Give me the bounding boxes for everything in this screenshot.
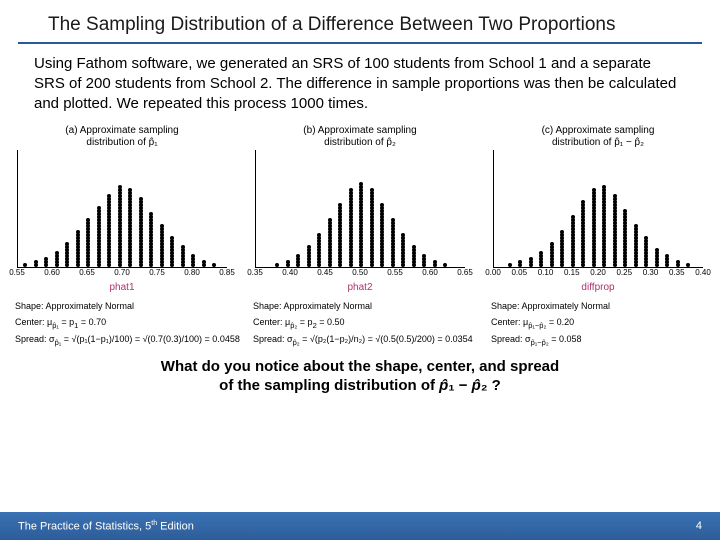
chart-b-axis: 0.350.400.450.500.550.600.65 (255, 268, 465, 282)
chart-a-stats: Shape: Approximately Normal Center: μp̂₁… (9, 299, 235, 349)
chart-a-center: Center: μp̂₁ = p1 = 0.70 (15, 315, 235, 333)
chart-c-title: (c) Approximate samplingdistribution of … (542, 125, 655, 148)
chart-a-axis: 0.550.600.650.700.750.800.85 (17, 268, 227, 282)
chart-c-center: Center: μp̂₁−p̂₂ = 0.20 (491, 315, 711, 333)
chart-a-shape: Shape: Approximately Normal (15, 299, 235, 314)
footer-bar: The Practice of Statistics, 5th Edition … (0, 512, 720, 540)
chart-c-dotplot (493, 150, 703, 268)
chart-c-shape: Shape: Approximately Normal (491, 299, 711, 314)
chart-a-spread: Spread: σp̂₁ = √(p₁(1−p₁)/100) = √(0.7(0… (15, 332, 235, 350)
chart-b-dotplot (255, 150, 465, 268)
chart-b-center: Center: μp̂₂ = p2 = 0.50 (253, 315, 473, 333)
chart-b-title: (b) Approximate samplingdistribution of … (303, 125, 416, 148)
chart-c-spread: Spread: σp̂₁−p̂₂ = 0.058 (491, 332, 711, 350)
chart-c-xlabel: diffprop (581, 282, 614, 293)
chart-b: (b) Approximate samplingdistribution of … (246, 125, 474, 349)
charts-row: (a) Approximate samplingdistribution of … (8, 125, 712, 349)
chart-a-title: (a) Approximate samplingdistribution of … (65, 125, 178, 148)
chart-c: (c) Approximate samplingdistribution of … (484, 125, 712, 349)
chart-c-stats: Shape: Approximately Normal Center: μp̂₁… (485, 299, 711, 349)
chart-b-spread: Spread: σp̂₂ = √(p₂(1−p₂)/n₂) = √(0.5(0.… (253, 332, 473, 350)
chart-a: (a) Approximate samplingdistribution of … (8, 125, 236, 349)
chart-a-xlabel: phat1 (109, 282, 134, 293)
question-text: What do you notice about the shape, cent… (0, 358, 720, 396)
page-number: 4 (696, 520, 702, 532)
chart-b-shape: Shape: Approximately Normal (253, 299, 473, 314)
chart-b-stats: Shape: Approximately Normal Center: μp̂₂… (247, 299, 473, 349)
body-paragraph: Using Fathom software, we generated an S… (0, 54, 720, 113)
chart-a-dotplot (17, 150, 227, 268)
footer-left: The Practice of Statistics, 5th Edition (18, 520, 194, 533)
chart-c-axis: 0.000.050.100.150.200.250.300.350.40 (493, 268, 703, 282)
slide-title: The Sampling Distribution of a Differenc… (18, 0, 702, 44)
chart-b-xlabel: phat2 (347, 282, 372, 293)
